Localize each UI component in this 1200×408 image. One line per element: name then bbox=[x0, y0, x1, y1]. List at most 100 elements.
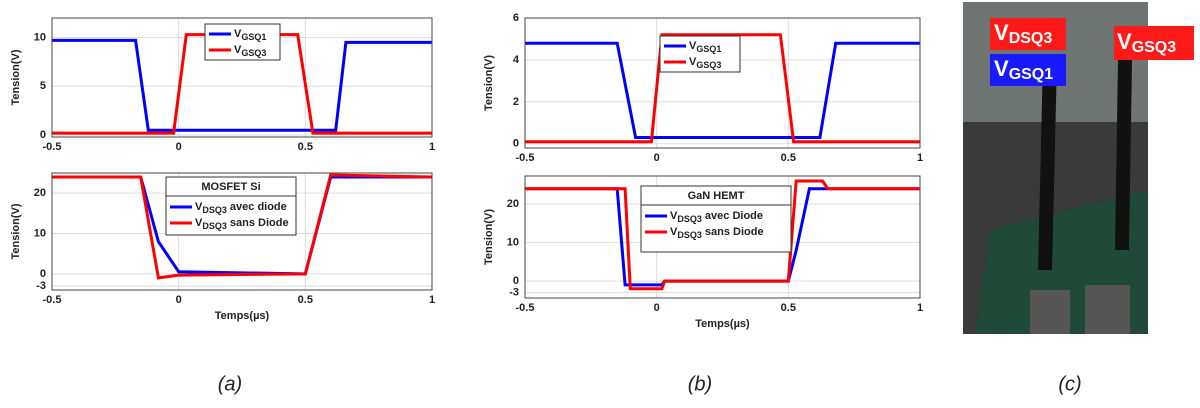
x-tick-label: 0 bbox=[176, 294, 182, 306]
x-tick-label: -0.5 bbox=[516, 302, 535, 314]
photo-label-sub: GSQ1 bbox=[1009, 66, 1054, 83]
plot-frame bbox=[51, 17, 433, 138]
caption: (c) bbox=[1058, 373, 1081, 395]
y-tick-label: 0 bbox=[40, 129, 46, 141]
y-tick-label: 20 bbox=[34, 187, 46, 199]
caption: (a) bbox=[218, 373, 242, 395]
legend-label-sub: GSQ3 bbox=[696, 60, 721, 70]
legend-box bbox=[659, 35, 741, 73]
legend-label-sub: DSQ3 bbox=[677, 230, 702, 240]
x-tick-label: 0 bbox=[176, 141, 182, 153]
y-tick-label: 4 bbox=[513, 54, 520, 66]
x-tick-label: 0.5 bbox=[298, 141, 313, 153]
legend-label: VDSQ3 sans Diode bbox=[195, 217, 289, 231]
y-tick-label: 2 bbox=[513, 96, 519, 108]
y-tick-label: 5 bbox=[40, 80, 46, 92]
photo-label-sub: DSQ3 bbox=[1009, 30, 1053, 47]
x-tick-label: -0.5 bbox=[43, 141, 62, 153]
x-tick-label: 0.5 bbox=[298, 294, 313, 306]
series-line bbox=[52, 173, 433, 280]
series-line bbox=[52, 38, 432, 132]
legend-label-main: V bbox=[234, 44, 242, 56]
x-axis-label: Temps(µs) bbox=[215, 310, 270, 322]
legend-label-rest: avec diode bbox=[227, 201, 287, 213]
legend-label-rest: avec Diode bbox=[702, 210, 763, 222]
y-tick-label: 10 bbox=[34, 31, 46, 43]
y-axis-label: Tension(V) bbox=[10, 203, 22, 259]
x-tick-label: 1 bbox=[917, 152, 923, 164]
y-tick-label: 10 bbox=[507, 236, 519, 248]
caption: (b) bbox=[688, 373, 712, 395]
x-tick-label: 1 bbox=[429, 294, 435, 306]
photo-label-main: V bbox=[994, 56, 1009, 81]
x-axis-label: Temps(µs) bbox=[695, 318, 750, 330]
legend-label: VGSQ1 bbox=[689, 40, 721, 54]
legend-label: VGSQ3 bbox=[234, 44, 266, 58]
legend-title: MOSFET Si bbox=[201, 181, 260, 193]
legend-label-sub: DSQ3 bbox=[677, 214, 702, 224]
legend-label-main: V bbox=[670, 226, 678, 238]
photo-label-sub: GSQ3 bbox=[1132, 39, 1177, 56]
legend-label: VGSQ1 bbox=[234, 28, 266, 42]
plot-frame bbox=[524, 17, 921, 149]
legend-label-main: V bbox=[195, 217, 203, 229]
y-tick-label: 0 bbox=[513, 275, 519, 287]
y-tick-label: 6 bbox=[513, 12, 519, 24]
series-line bbox=[525, 33, 920, 144]
legend-title: GaN HEMT bbox=[688, 190, 745, 202]
legend-label: VDSQ3 sans Diode bbox=[670, 226, 764, 240]
y-axis-label: Tension(V) bbox=[10, 49, 22, 105]
legend-label: VGSQ3 bbox=[689, 56, 721, 70]
legend-label-main: V bbox=[670, 210, 678, 222]
x-tick-label: 0.5 bbox=[781, 152, 796, 164]
photo-label-box bbox=[1114, 26, 1194, 60]
y-axis-label: Tension(V) bbox=[483, 209, 495, 265]
y-tick-label: -3 bbox=[509, 287, 519, 299]
plot-frame bbox=[51, 172, 433, 291]
photo-label: VGSQ3 bbox=[1117, 29, 1176, 56]
y-axis-label: Tension(V) bbox=[483, 55, 495, 111]
photo-component bbox=[1085, 285, 1130, 334]
legend-label-sub: GSQ1 bbox=[241, 32, 266, 42]
y-tick-label: 10 bbox=[34, 227, 46, 239]
photo-probe bbox=[1038, 59, 1057, 271]
x-tick-label: 1 bbox=[917, 302, 923, 314]
x-tick-label: 1 bbox=[429, 141, 435, 153]
legend-label-sub: DSQ3 bbox=[202, 221, 227, 231]
y-tick-label: -3 bbox=[36, 280, 46, 292]
legend-box bbox=[204, 23, 281, 61]
photo-label: VGSQ1 bbox=[994, 56, 1053, 83]
plot-frame bbox=[524, 175, 921, 299]
legend-label-main: V bbox=[195, 201, 203, 213]
photo-probe bbox=[1115, 59, 1132, 251]
x-tick-label: -0.5 bbox=[516, 152, 535, 164]
series-line bbox=[525, 179, 920, 291]
photo bbox=[963, 2, 1194, 334]
legend-label-sub: DSQ3 bbox=[202, 205, 227, 215]
legend-label-main: V bbox=[689, 56, 697, 68]
legend-label-main: V bbox=[689, 40, 697, 52]
y-tick-label: 20 bbox=[507, 198, 519, 210]
x-tick-label: 0 bbox=[654, 302, 660, 314]
photo-label-box bbox=[990, 18, 1066, 50]
photo-label: VDSQ3 bbox=[994, 20, 1052, 47]
photo-label-main: V bbox=[1117, 29, 1132, 54]
photo-label-box bbox=[990, 54, 1066, 86]
legend-box bbox=[640, 185, 792, 253]
x-tick-label: 0.5 bbox=[781, 302, 796, 314]
legend-label-sub: GSQ1 bbox=[696, 44, 721, 54]
y-tick-label: 0 bbox=[40, 268, 46, 280]
legend-label-rest: sans Diode bbox=[702, 226, 764, 238]
x-tick-label: 0 bbox=[654, 152, 660, 164]
photo-component bbox=[1030, 290, 1070, 334]
legend-label: VDSQ3 avec diode bbox=[195, 201, 287, 215]
legend-label-main: V bbox=[234, 28, 242, 40]
legend-label-sub: GSQ3 bbox=[241, 48, 266, 58]
y-tick-label: 0 bbox=[513, 138, 519, 150]
photo-label-main: V bbox=[994, 20, 1009, 45]
legend-label: VDSQ3 avec Diode bbox=[670, 210, 763, 224]
series-line bbox=[525, 41, 920, 139]
x-tick-label: -0.5 bbox=[43, 294, 62, 306]
legend-label-rest: sans Diode bbox=[227, 217, 289, 229]
